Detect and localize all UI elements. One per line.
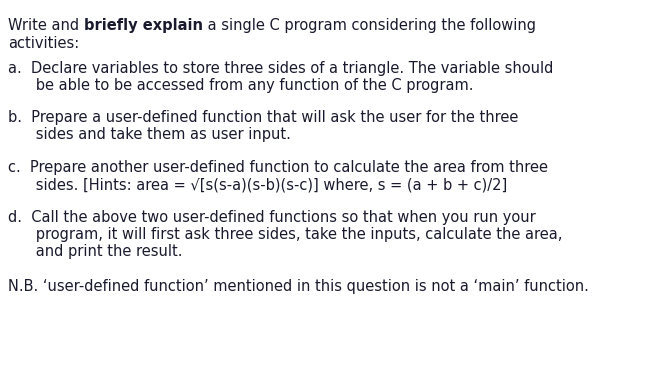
Text: be able to be accessed from any function of the C program.: be able to be accessed from any function…: [8, 78, 473, 93]
Text: sides. [Hints: area = √[s(s-a)(s-b)(s-c)] where, s = (a + b + c)/2]: sides. [Hints: area = √[s(s-a)(s-b)(s-c)…: [8, 177, 507, 192]
Text: a.  Declare variables to store three sides of a triangle. The variable should: a. Declare variables to store three side…: [8, 61, 553, 76]
Text: sides and take them as user input.: sides and take them as user input.: [8, 127, 291, 142]
Text: a single C program considering the following: a single C program considering the follo…: [202, 18, 535, 33]
Text: program, it will first ask three sides, take the inputs, calculate the area,: program, it will first ask three sides, …: [8, 227, 562, 242]
Text: N.B. ‘user-defined function’ mentioned in this question is not a ‘main’ function: N.B. ‘user-defined function’ mentioned i…: [8, 279, 589, 294]
Text: briefly explain: briefly explain: [84, 18, 202, 33]
Text: c.  Prepare another user-defined function to calculate the area from three: c. Prepare another user-defined function…: [8, 160, 548, 175]
Text: and print the result.: and print the result.: [8, 244, 182, 259]
Text: d.  Call the above two user-defined functions so that when you run your: d. Call the above two user-defined funct…: [8, 210, 535, 225]
Text: b.  Prepare a user-defined function that will ask the user for the three: b. Prepare a user-defined function that …: [8, 110, 518, 125]
Text: Write and: Write and: [8, 18, 84, 33]
Text: activities:: activities:: [8, 36, 79, 51]
